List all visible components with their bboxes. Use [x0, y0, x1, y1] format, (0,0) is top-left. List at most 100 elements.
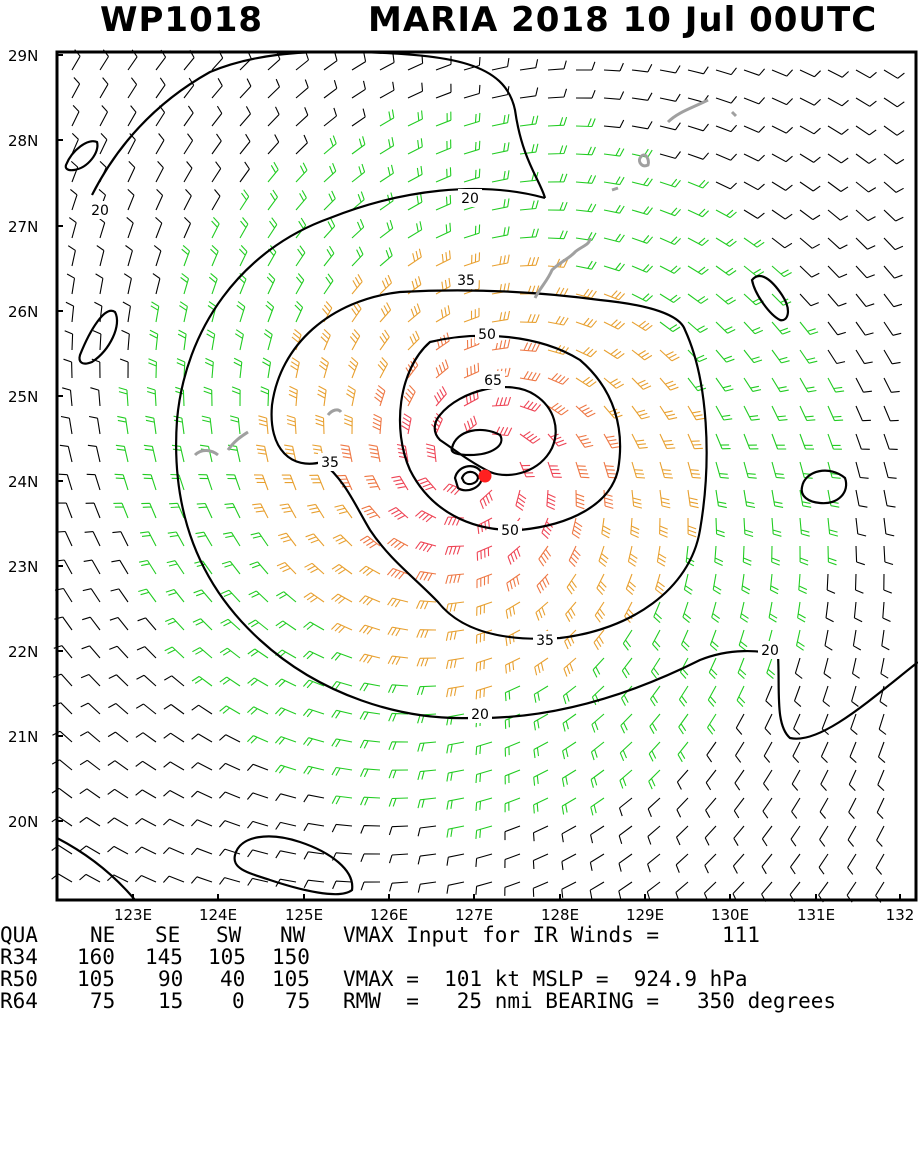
latitude-label: 26N — [8, 303, 38, 321]
wind-barb — [190, 847, 213, 856]
wind-barb — [219, 734, 241, 743]
storm-name-date-title: MARIA 2018 10 Jul 00UTC — [368, 0, 878, 40]
wind-barb — [336, 474, 353, 491]
wind-barb — [203, 386, 213, 407]
wind-barb — [219, 705, 241, 715]
wind-barb — [743, 321, 764, 335]
stats-row-quadrants: QUA NE SE SW NW VMAX Input for IR Winds … — [0, 924, 760, 1131]
wind-barb — [435, 222, 452, 239]
wind-barb — [732, 881, 745, 902]
wind-barb — [676, 797, 689, 818]
wind-barb — [143, 444, 157, 463]
wind-barb — [196, 502, 213, 519]
contour-label: 35 — [536, 633, 554, 649]
wind-barb — [818, 853, 829, 875]
wind-barb — [351, 163, 366, 183]
wind-barb — [790, 825, 801, 847]
wind-barb — [51, 873, 73, 883]
vmax-input-text: VMAX Input for IR Winds = — [343, 923, 660, 947]
wind-barb — [715, 377, 734, 392]
latitude-label: 27N — [8, 218, 38, 236]
contour-label: 65 — [484, 373, 502, 389]
wind-barb — [743, 489, 756, 509]
contour-label: 50 — [501, 523, 519, 539]
wind-barb — [631, 235, 654, 244]
wind-barb — [618, 881, 633, 900]
wind-barb — [680, 629, 690, 651]
wind-barb — [479, 489, 493, 510]
wind-barb — [687, 237, 709, 246]
r64-se: 15 — [158, 989, 184, 1013]
wind-barb — [631, 320, 653, 331]
wind-barb — [111, 559, 129, 575]
wind-barb — [379, 81, 395, 99]
wind-barb — [407, 193, 423, 211]
wind-barb — [359, 768, 381, 778]
wind-barb — [883, 293, 903, 308]
wind-barb — [331, 680, 353, 690]
wind-barb — [738, 629, 748, 651]
wind-barb — [519, 313, 540, 323]
wind-barb — [360, 825, 381, 834]
wind-barb — [211, 217, 220, 239]
wind-barb — [267, 106, 280, 127]
wind-barb — [86, 473, 101, 491]
wind-barb — [112, 531, 129, 547]
wind-barb — [687, 461, 701, 479]
longitude-label: 129E — [626, 906, 664, 922]
wind-barb — [135, 732, 157, 743]
wind-barb — [155, 161, 164, 183]
wind-barb — [220, 618, 241, 631]
wind-barb — [67, 245, 76, 267]
wind-barb — [92, 330, 102, 351]
wind-barb — [743, 237, 765, 248]
wind-barb — [855, 237, 876, 250]
wind-barb — [351, 274, 363, 295]
wind-barb — [619, 769, 633, 789]
wind-barb — [659, 433, 676, 450]
wind-barb — [247, 648, 269, 659]
wind-barb — [715, 237, 737, 247]
wind-barb — [108, 703, 129, 715]
wind-barb — [631, 177, 653, 187]
wind-barb — [107, 817, 129, 827]
wind-barb — [114, 473, 129, 491]
wind-barb — [317, 385, 327, 407]
wind-barb — [266, 273, 276, 295]
latitude-label: 24N — [8, 473, 38, 491]
wind-barb — [631, 92, 653, 101]
wind-barb — [463, 415, 477, 435]
wind-barb — [278, 532, 297, 547]
wind-barb — [211, 133, 222, 155]
wind-barb — [364, 475, 381, 491]
wind-barb — [547, 202, 568, 211]
wind-barb — [208, 272, 218, 295]
wind-barb — [794, 657, 803, 679]
wind-barb — [179, 301, 188, 323]
wind-barb — [541, 517, 554, 540]
island-miyako — [326, 408, 343, 416]
wind-barb — [742, 545, 752, 566]
wind-barb — [709, 629, 719, 652]
wind-barb — [165, 588, 185, 603]
wind-barb — [323, 245, 335, 267]
wind-barb — [263, 329, 273, 351]
wind-barb — [135, 846, 157, 855]
wind-barb — [206, 329, 216, 351]
wind-barb — [387, 537, 409, 551]
wind-barb — [827, 125, 849, 135]
wind-barb — [138, 588, 157, 603]
wind-barb — [84, 531, 101, 547]
wind-barb — [736, 685, 746, 707]
contour-labels-layer: 20 20 20 20 35 35 35 50 50 65 — [88, 189, 782, 723]
wind-barb — [562, 685, 577, 705]
wind-barb — [883, 97, 905, 108]
wind-barb — [286, 414, 297, 435]
wind-barb — [649, 713, 661, 734]
longitude-label: 126E — [370, 906, 408, 922]
wind-barb — [249, 561, 269, 575]
wind-barb — [675, 881, 689, 901]
r64-nw: 75 — [285, 989, 311, 1013]
wind-barb — [883, 545, 894, 566]
r34-label: R34 — [0, 945, 38, 969]
